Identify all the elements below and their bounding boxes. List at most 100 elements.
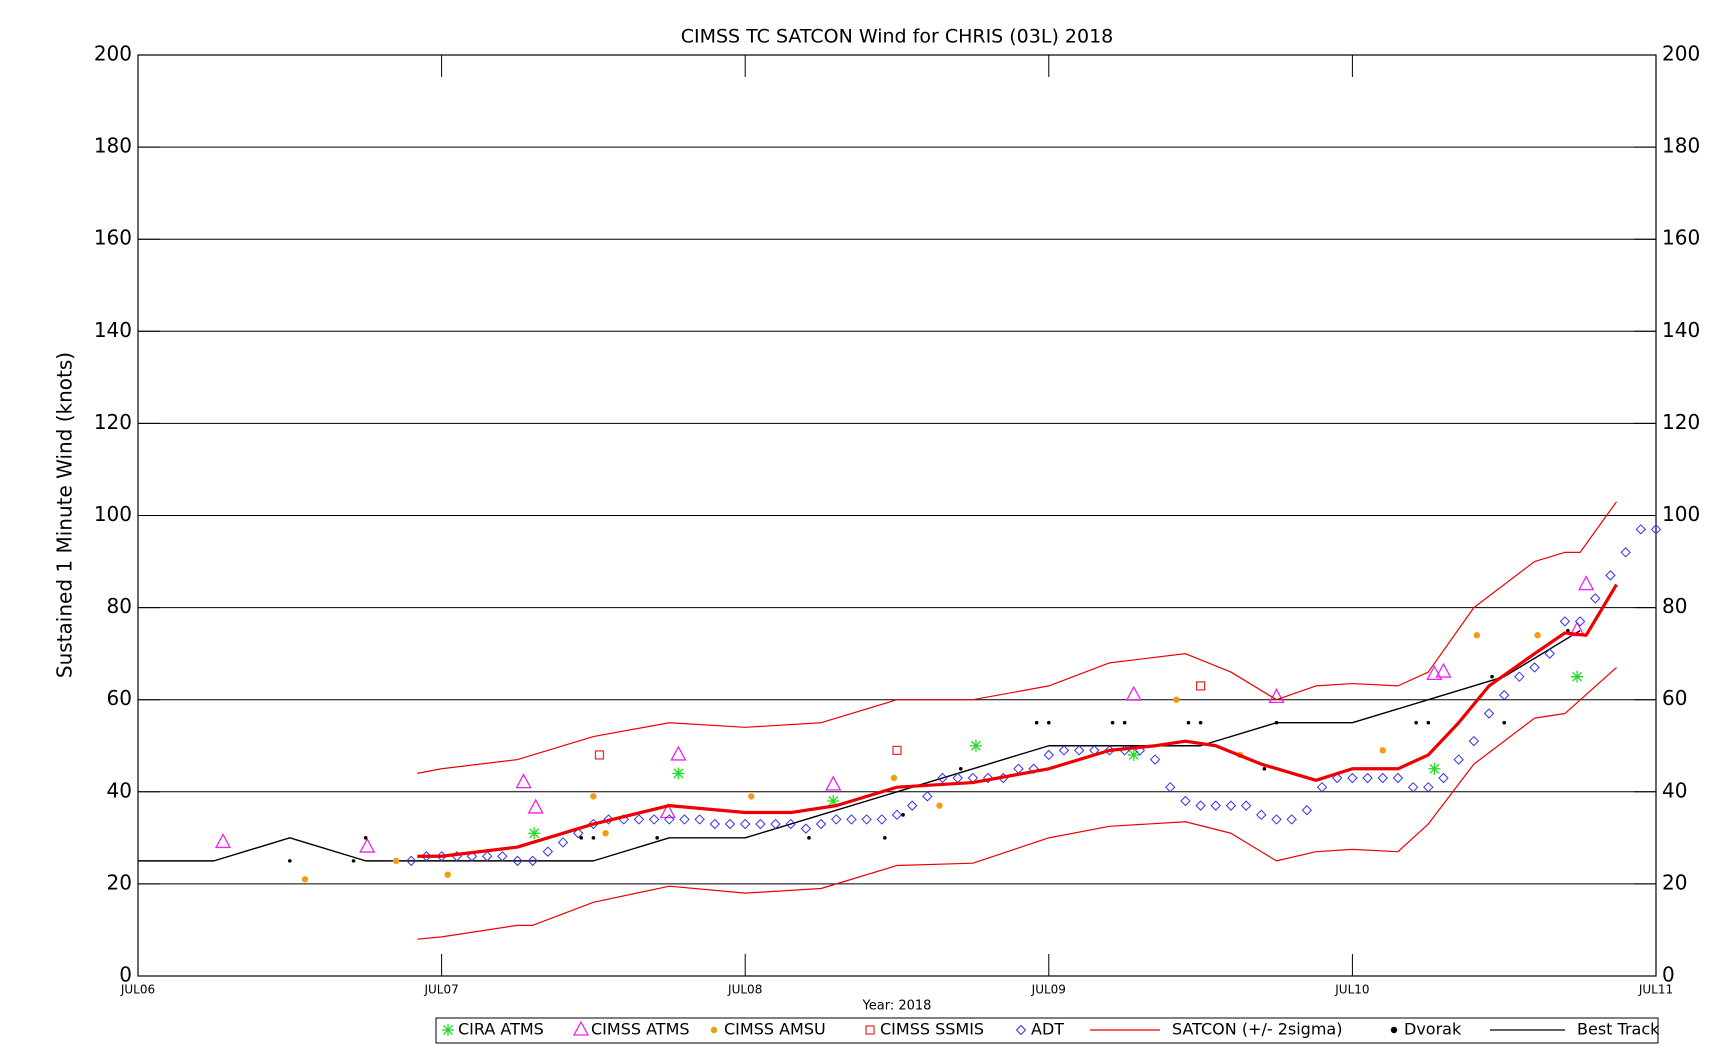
legend-item: CIMSS AMSU — [710, 1020, 826, 1039]
triangle-marker — [659, 803, 676, 819]
plot-frame — [137, 54, 1657, 977]
legend-item: CIMSS SSMIS — [865, 1020, 984, 1039]
y2-tick-label: 200 — [1662, 42, 1700, 66]
diamond-marker — [861, 814, 872, 825]
y-tick-label: 0 — [119, 963, 132, 987]
diamond-marker — [1605, 570, 1616, 581]
y-tick-label: 140 — [94, 318, 132, 342]
diamond-marker — [724, 818, 736, 830]
triangle-marker — [1578, 575, 1595, 591]
diamond-marker — [1635, 524, 1647, 535]
diamond-marker — [1058, 745, 1070, 756]
dot-marker — [655, 836, 659, 840]
diamond-marker — [1240, 800, 1252, 811]
diamond-marker — [755, 818, 766, 830]
legend-marker — [710, 1026, 718, 1034]
triangle-marker — [214, 833, 232, 849]
circle-marker — [444, 871, 451, 878]
y-tick-label: 40 — [107, 778, 132, 802]
diamond-marker — [1225, 800, 1237, 811]
x-tick-label: JUL08 — [727, 983, 762, 997]
circle-marker — [1534, 632, 1541, 639]
y2-tick-label: 160 — [1662, 226, 1700, 250]
dot-marker — [807, 836, 811, 840]
legend-label: CIRA ATMS — [458, 1020, 544, 1039]
legend-label: Dvorak — [1404, 1020, 1462, 1039]
diamond-marker — [1073, 745, 1085, 756]
triangle-marker — [825, 775, 842, 791]
square-marker — [594, 750, 605, 760]
asterisk-marker — [672, 767, 685, 780]
y2-tick-label: 100 — [1662, 502, 1700, 526]
diamond-marker — [937, 772, 948, 784]
dot-marker — [1034, 720, 1039, 725]
legend-marker — [1390, 1026, 1398, 1034]
legend-item: SATCON (+/- 2sigma) — [1090, 1020, 1342, 1039]
legend-item: Best Track — [1490, 1020, 1660, 1039]
diamond-marker — [1407, 781, 1419, 793]
legend-item: Dvorak — [1390, 1020, 1462, 1039]
y-tick-label: 200 — [94, 42, 132, 66]
diamond-marker — [481, 851, 493, 862]
diamond-marker — [1347, 772, 1358, 784]
chart-title: CIMSS TC SATCON Wind for CHRIS (03L) 201… — [681, 26, 1114, 48]
diamond-marker — [1650, 524, 1662, 535]
diamond-marker — [542, 846, 554, 857]
triangle-marker — [1426, 665, 1443, 681]
circle-marker — [392, 857, 400, 865]
diamond-marker — [846, 814, 857, 825]
diamond-marker — [1514, 671, 1525, 682]
dot-marker — [579, 836, 584, 840]
y2-tick-label: 20 — [1662, 870, 1687, 894]
diamond-marker — [1286, 814, 1297, 825]
legend-marker — [1015, 1024, 1027, 1036]
y2-tick-label: 80 — [1662, 594, 1687, 618]
lower-bound-line — [417, 667, 1617, 940]
asterisk-marker — [528, 827, 541, 840]
circle-marker — [1173, 696, 1180, 703]
x-tick-label: JUL09 — [1031, 983, 1066, 997]
diamond-marker — [1256, 809, 1267, 821]
diamond-marker — [557, 837, 569, 848]
legend-marker — [572, 1020, 590, 1036]
dot-marker — [1122, 720, 1127, 725]
legend-marker — [865, 1025, 875, 1035]
asterisk-marker — [1127, 748, 1140, 761]
diamond-marker — [573, 828, 584, 839]
legend-marker — [442, 1024, 454, 1036]
dot-marker — [958, 766, 963, 771]
legend-label: Best Track — [1577, 1020, 1660, 1039]
legend-label: CIMSS ATMS — [591, 1020, 690, 1039]
triangle-marker — [359, 837, 376, 853]
circle-marker — [890, 774, 898, 782]
dot-marker — [1414, 720, 1418, 725]
dot-marker — [883, 836, 887, 840]
y2-tick-label: 40 — [1662, 778, 1687, 802]
diamond-marker — [1332, 772, 1343, 784]
dot-marker — [1198, 720, 1203, 725]
diamond-marker — [1377, 772, 1388, 784]
triangle-marker — [1125, 685, 1142, 701]
square-marker — [1195, 681, 1206, 691]
diamond-marker — [1483, 708, 1495, 719]
diamond-marker — [891, 809, 903, 821]
diamond-marker — [785, 818, 796, 830]
diamond-marker — [876, 814, 888, 825]
dot-marker — [1047, 720, 1051, 725]
diamond-marker — [1392, 772, 1404, 784]
dot-marker — [363, 836, 368, 840]
dot-marker — [288, 859, 292, 863]
diamond-marker — [1013, 763, 1024, 774]
diamond-marker — [497, 851, 508, 862]
x-tick-label: JUL07 — [423, 983, 458, 997]
triangle-marker — [527, 798, 544, 814]
diamond-marker — [1498, 689, 1510, 701]
diamond-marker — [648, 814, 660, 825]
diamond-marker — [800, 823, 812, 834]
diamond-marker — [739, 818, 751, 830]
y-axis-label: Sustained 1 Minute Wind (knots) — [53, 352, 77, 678]
circle-marker — [301, 876, 309, 883]
diamond-marker — [1043, 749, 1055, 761]
dot-marker — [901, 813, 905, 817]
